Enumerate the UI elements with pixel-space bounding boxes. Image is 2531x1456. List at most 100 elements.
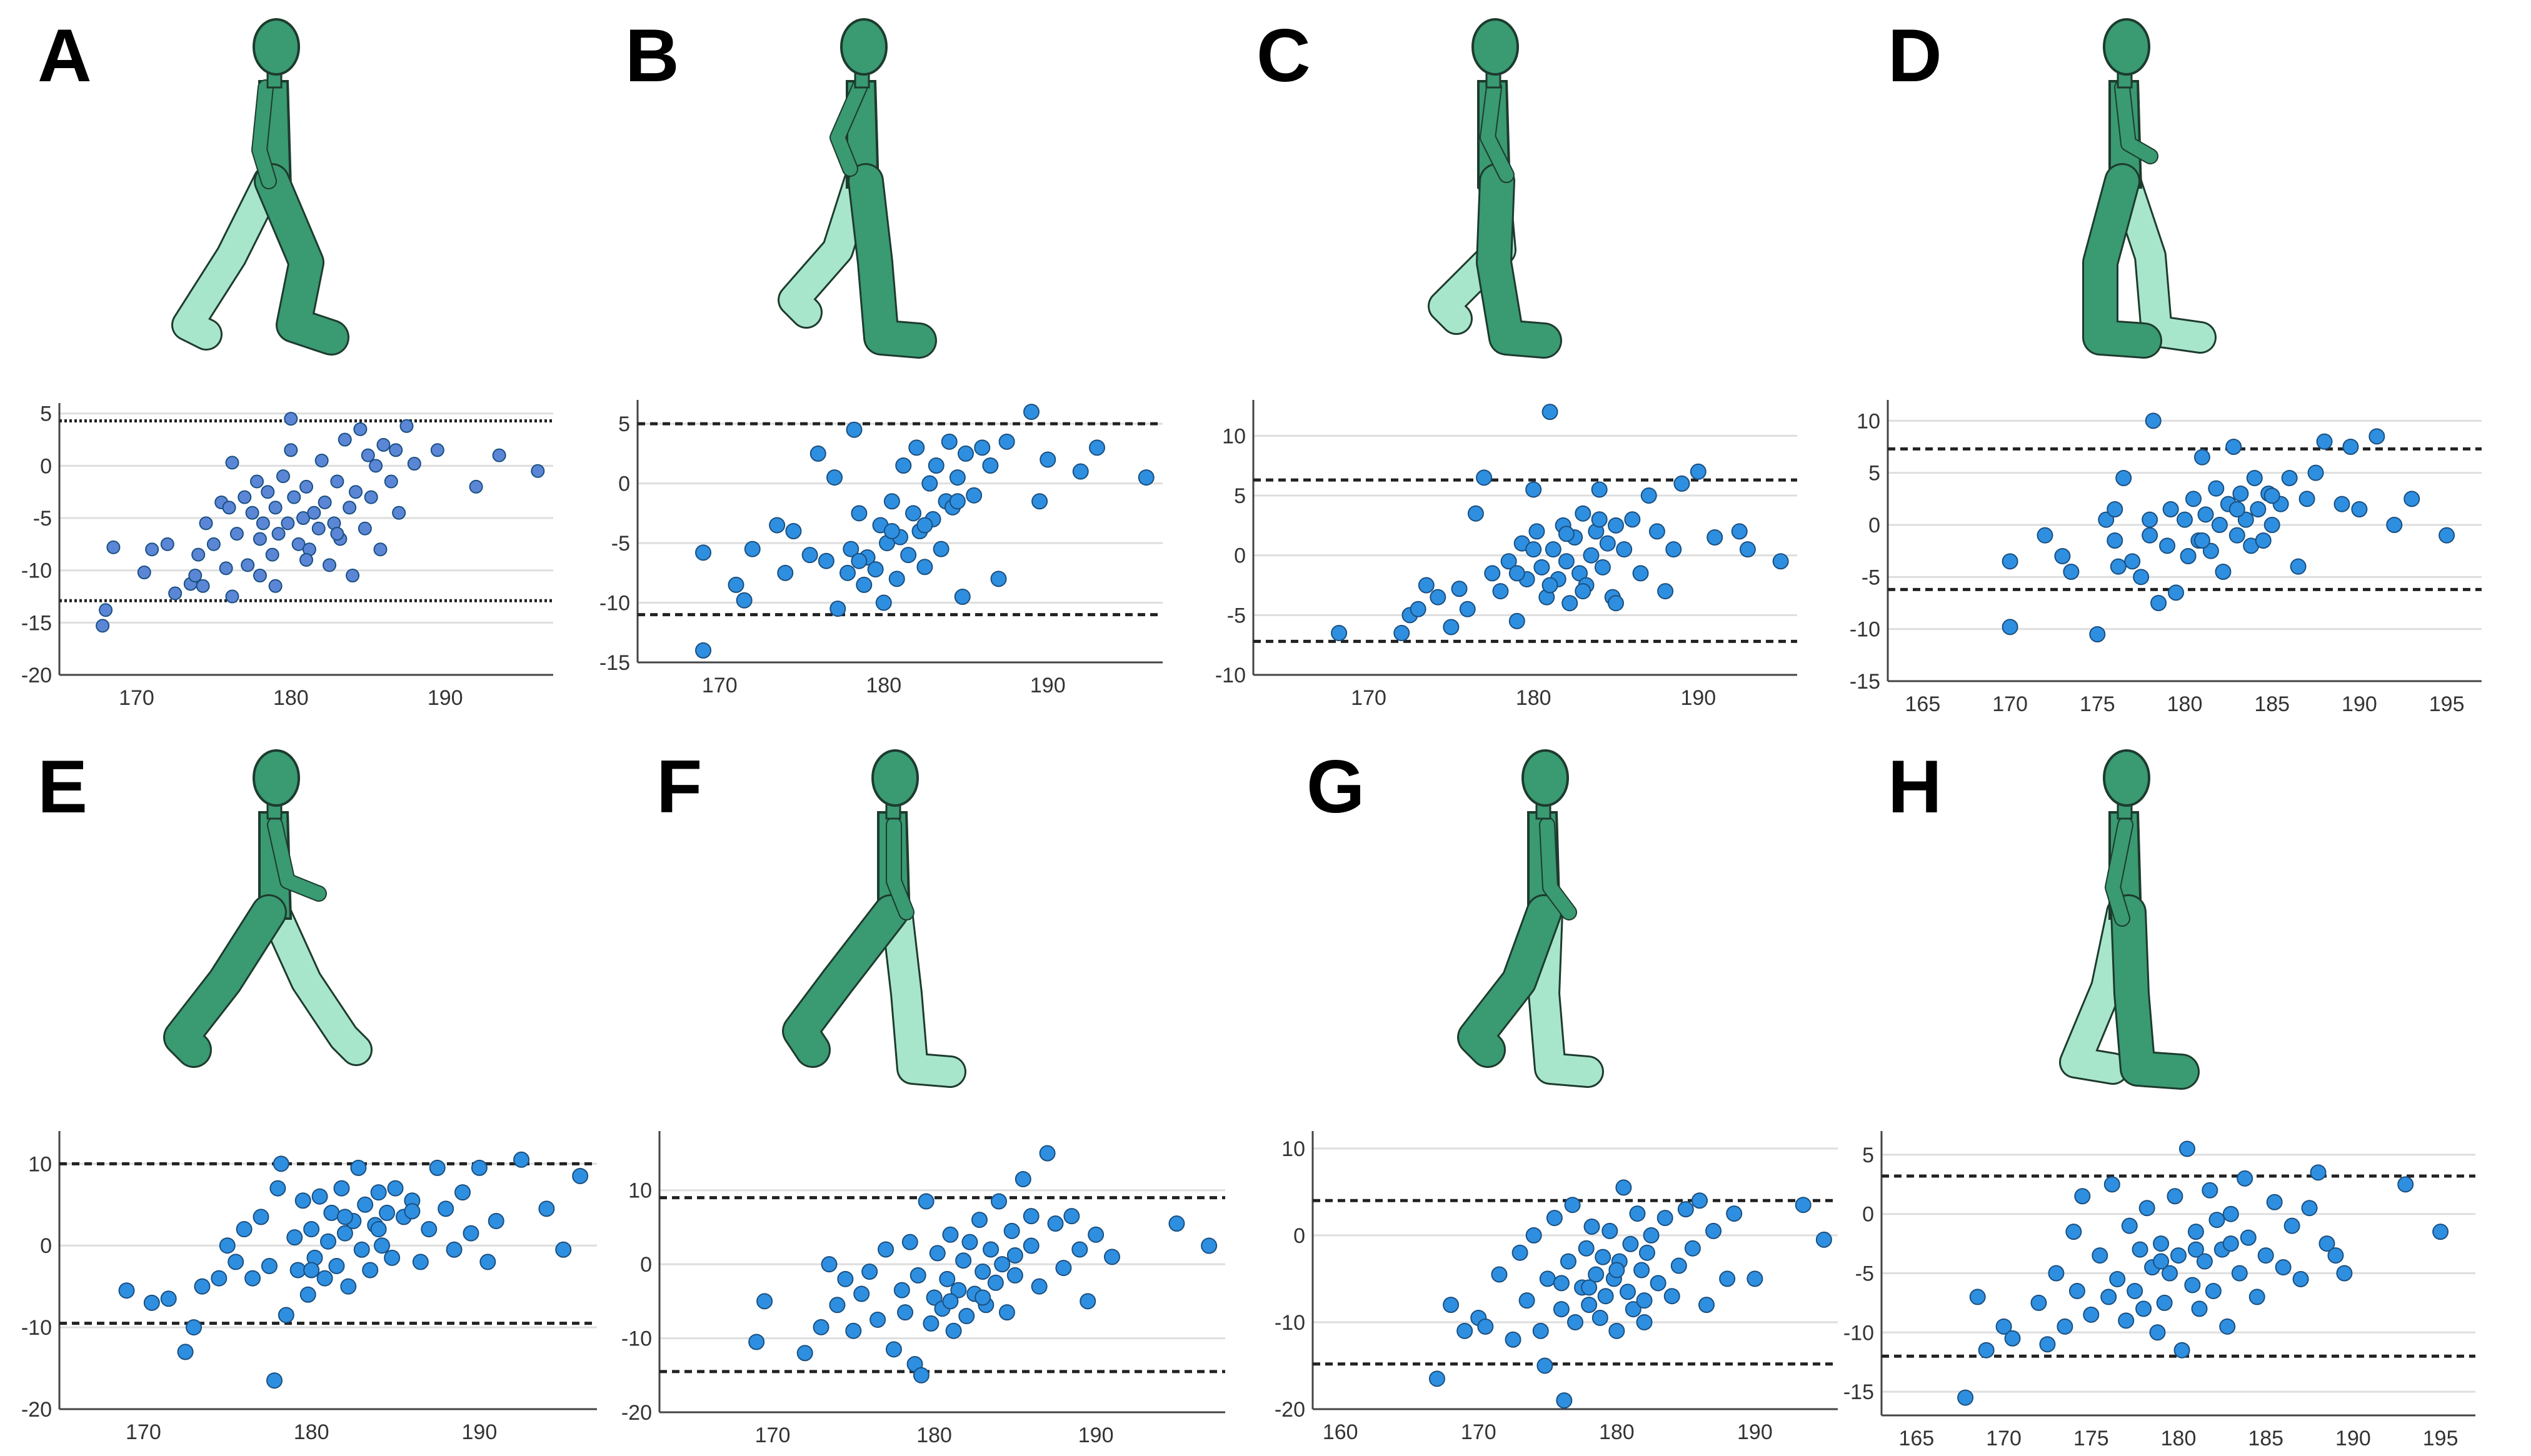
data-point — [318, 495, 332, 509]
data-point — [191, 547, 206, 562]
data-point — [1063, 1208, 1080, 1225]
data-point — [370, 1184, 387, 1201]
data-point — [1707, 529, 1723, 546]
data-point — [851, 552, 868, 569]
data-point — [2107, 501, 2123, 517]
data-point — [1525, 1227, 1542, 1244]
data-point — [2092, 1247, 2108, 1264]
data-point — [2150, 595, 2167, 611]
front-leg — [784, 896, 907, 1066]
data-point — [897, 1304, 914, 1321]
data-point — [350, 1159, 367, 1176]
data-point — [839, 564, 856, 581]
arm — [887, 818, 913, 919]
data-point — [1168, 1215, 1185, 1232]
x-tick-label: 180 — [866, 674, 901, 697]
data-point — [2438, 527, 2455, 544]
data-point — [479, 1254, 496, 1270]
data-point — [1023, 404, 1040, 421]
data-point — [268, 501, 283, 515]
data-point — [1648, 523, 1665, 540]
data-point — [1578, 1240, 1595, 1257]
data-point — [294, 1192, 311, 1209]
back-leg — [2111, 167, 2215, 352]
data-point — [1636, 1292, 1653, 1309]
data-point — [118, 1282, 135, 1299]
data-point — [867, 561, 884, 578]
data-point — [330, 474, 344, 489]
data-point — [106, 540, 121, 554]
x-tick-label: 175 — [2073, 1427, 2109, 1450]
data-point — [941, 433, 958, 450]
y-tick-label: -20 — [1275, 1398, 1305, 1422]
data-point — [2255, 532, 2272, 549]
data-point — [1673, 475, 1690, 492]
front-leg — [1459, 896, 1560, 1066]
panel-e: E 10 0 -10 -20 170 180 190 — [0, 731, 625, 1456]
data-point — [2153, 1253, 2170, 1270]
data-point — [2208, 1212, 2225, 1229]
data-point — [1546, 1210, 1563, 1227]
data-point — [949, 469, 966, 486]
data-point — [1591, 511, 1608, 528]
data-point — [853, 1285, 870, 1302]
data-point — [2368, 428, 2385, 445]
front-leg — [165, 896, 285, 1066]
data-point — [905, 505, 921, 522]
data-point — [513, 1151, 530, 1168]
data-point — [1978, 1342, 1995, 1359]
walking-figure-d — [2082, 18, 2217, 359]
data-point — [1608, 595, 1624, 612]
bland-altman-plot-h: 5 0 -5 -10 -15 165 170 175 180 185 190 195 — [1843, 1131, 2475, 1450]
y-tick-label: 10 — [1222, 424, 1246, 448]
data-point — [2202, 542, 2219, 559]
data-point — [1492, 583, 1509, 600]
walking-figure-b — [778, 18, 937, 359]
data-point — [1430, 589, 1446, 606]
data-point — [1055, 1260, 1072, 1277]
data-point — [2225, 439, 2242, 455]
data-point — [384, 474, 398, 489]
y-tick-label: -10 — [21, 1316, 52, 1340]
data-point — [895, 457, 912, 474]
data-point — [1684, 1240, 1701, 1257]
x-tick-label: 165 — [1905, 692, 1941, 716]
data-point — [1663, 1288, 1680, 1305]
data-point — [2263, 487, 2280, 504]
back-leg — [883, 898, 965, 1086]
x-tick-label: 190 — [1030, 674, 1066, 697]
data-point — [1410, 601, 1426, 617]
data-point — [137, 566, 151, 580]
data-point — [1698, 1297, 1715, 1314]
data-point — [2180, 548, 2197, 564]
data-point — [987, 1274, 1004, 1291]
bland-altman-plot-c: 10 5 0 -5 -10 170 180 190 — [1215, 400, 1797, 710]
data-point — [1484, 565, 1501, 582]
panel-label: C — [1256, 14, 1311, 97]
data-point — [975, 1289, 991, 1306]
data-point — [801, 547, 818, 564]
data-point — [336, 1225, 353, 1242]
x-tick-label: 180 — [916, 1424, 952, 1447]
data-point — [1643, 1227, 1660, 1244]
x-tick-label: 195 — [2429, 692, 2465, 716]
data-point — [1564, 1197, 1581, 1214]
data-point — [2211, 517, 2228, 533]
bland-altman-plot-f: 10 0 -10 -20 170 180 190 — [621, 1131, 1225, 1447]
data-point — [1591, 481, 1608, 498]
y-tick-label: -10 — [1215, 664, 1246, 687]
arm — [2115, 81, 2157, 163]
head — [1471, 18, 1519, 76]
data-point — [1511, 1244, 1528, 1261]
data-point — [253, 569, 267, 583]
data-point — [287, 490, 301, 504]
data-point — [2083, 1306, 2100, 1323]
data-point — [320, 1233, 336, 1250]
x-tick-label: 190 — [428, 686, 463, 710]
data-point — [1957, 1389, 1974, 1406]
data-point — [1545, 541, 1561, 558]
data-point — [373, 542, 388, 557]
data-point — [2110, 558, 2127, 575]
data-point — [99, 603, 113, 617]
y-tick-label: -10 — [1850, 618, 1880, 642]
